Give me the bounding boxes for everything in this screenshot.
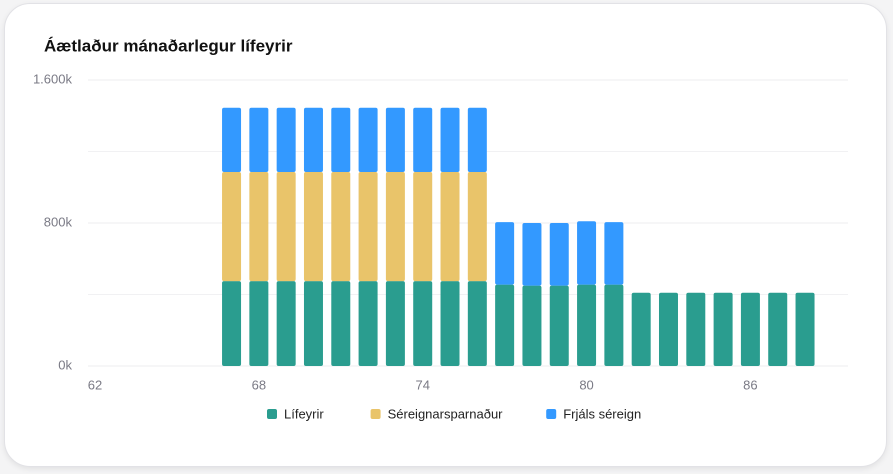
y-tick-label: 1.600k: [33, 71, 73, 86]
bar-segment: [795, 292, 815, 366]
bar-segment: [467, 107, 487, 173]
legend-label: Séreignarsparnaður: [388, 406, 504, 421]
bar-segment: [249, 172, 269, 282]
x-tick-label: 74: [415, 377, 429, 392]
bar-segment: [413, 172, 433, 282]
x-tick-label: 86: [743, 377, 757, 392]
x-tick-label: 62: [88, 377, 102, 392]
bar-segment: [522, 285, 542, 366]
bar-segment: [385, 172, 405, 282]
bar-segment: [358, 172, 378, 282]
bar-segment: [549, 285, 569, 366]
bar-segment: [222, 281, 242, 366]
bar-segment: [604, 284, 624, 366]
bar-segment: [440, 107, 460, 173]
bar-segment: [413, 107, 433, 173]
bar-segment: [522, 223, 542, 286]
bar-segment: [658, 292, 678, 366]
y-tick-label: 800k: [44, 214, 73, 229]
legend-swatch: [370, 409, 381, 419]
bar-segment: [385, 281, 405, 366]
bar-segment: [303, 281, 323, 366]
bar-segment: [303, 172, 323, 282]
bar-segment: [549, 223, 569, 286]
bar-segment: [331, 107, 351, 173]
bar-segment: [303, 107, 323, 173]
bar-segment: [276, 172, 296, 282]
bar-segment: [249, 107, 269, 173]
bar-segment: [276, 107, 296, 173]
bar-segment: [331, 281, 351, 366]
bar-segment: [440, 172, 460, 282]
bar-segment: [249, 281, 269, 366]
bar-segment: [222, 107, 242, 173]
bar-segment: [713, 292, 733, 366]
x-tick-label: 68: [252, 377, 266, 392]
legend-swatch: [267, 409, 277, 419]
bar-segment: [440, 281, 460, 366]
bar-segment: [413, 281, 433, 366]
y-tick-label: 0k: [58, 357, 72, 372]
bar-segment: [631, 292, 651, 366]
bar-segment: [385, 107, 405, 173]
bar-segment: [467, 281, 487, 366]
bar-segment: [222, 172, 242, 282]
legend-label: Lífeyrir: [284, 406, 324, 421]
bar-segment: [467, 172, 487, 282]
bar-segment: [331, 172, 351, 282]
x-tick-label: 80: [579, 377, 593, 392]
bar-segment: [495, 284, 515, 366]
bar-segment: [740, 292, 760, 366]
bar-segment: [768, 292, 788, 366]
bar-segment: [358, 281, 378, 366]
legend-swatch: [546, 409, 557, 419]
bar-segment: [686, 292, 706, 366]
legend-label: Frjáls séreign: [563, 406, 641, 421]
bar-segment: [604, 222, 624, 285]
bar-segment: [577, 284, 597, 366]
bar-segment: [495, 222, 515, 285]
bar-segment: [358, 107, 378, 173]
chart-title: Áætlaður mánaðarlegur lífeyrir: [44, 36, 293, 55]
bar-segment: [577, 221, 597, 285]
bar-segment: [276, 281, 296, 366]
